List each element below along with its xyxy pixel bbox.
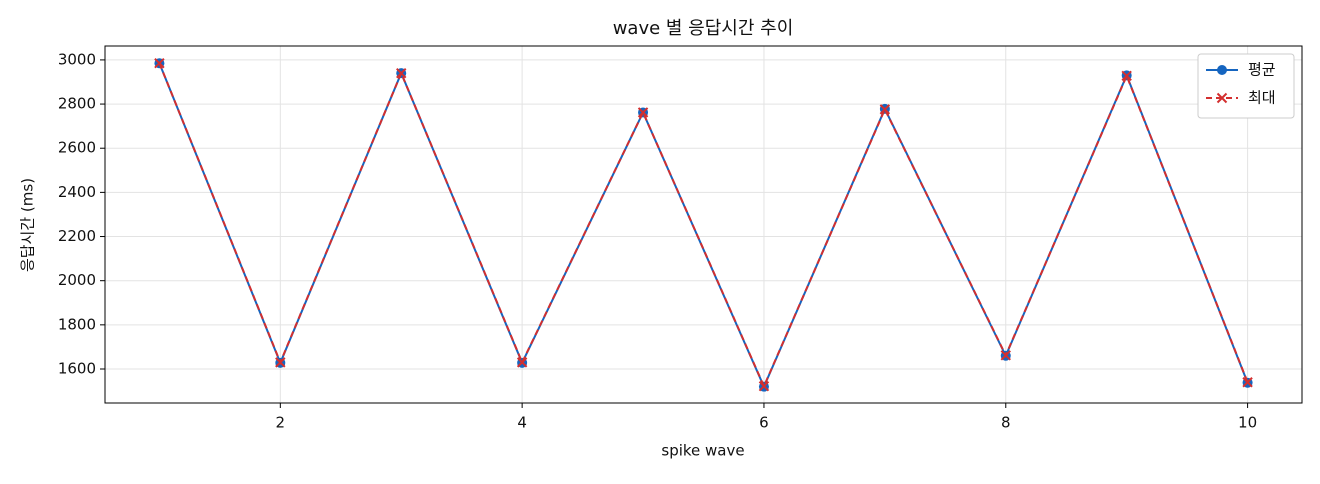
marker (1216, 92, 1228, 104)
marker (396, 67, 407, 79)
marker (275, 357, 286, 368)
legend-label: 평균 (1248, 61, 1276, 79)
marker (758, 381, 770, 392)
marker (1121, 70, 1132, 82)
line (158, 62, 1249, 389)
x-tick-label: 10 (1238, 414, 1257, 432)
chart-title: wave 별 응답시간 추이 (613, 18, 794, 39)
marker (1242, 377, 1253, 388)
y-tick-label: 2000 (58, 271, 96, 289)
y-tick-label: 3000 (58, 50, 96, 68)
y-tick-label: 2800 (58, 95, 96, 113)
x-tick-label: 2 (276, 414, 286, 432)
marker (516, 357, 528, 368)
marker (879, 104, 891, 115)
y-tick-label: 2600 (58, 139, 96, 157)
marker (637, 107, 649, 118)
y-tick-label: 2200 (58, 227, 96, 245)
marker (1217, 65, 1227, 75)
legend-box (1197, 53, 1295, 119)
x-tick-label: 4 (517, 414, 527, 432)
y-tick-label: 2400 (58, 183, 96, 201)
marker (1000, 350, 1011, 361)
x-tick-label: 6 (759, 414, 769, 432)
y-tick-label: 1800 (58, 315, 96, 333)
legend-label: 최대 (1248, 89, 1276, 107)
x-axis-label: spike wave (661, 442, 744, 460)
x-tick-label: 8 (1001, 414, 1011, 432)
y-tick-label: 1600 (58, 360, 96, 378)
plot-frame (104, 45, 1303, 404)
y-axis-label: 응답시간 (ms) (19, 178, 37, 272)
marker (154, 58, 165, 69)
